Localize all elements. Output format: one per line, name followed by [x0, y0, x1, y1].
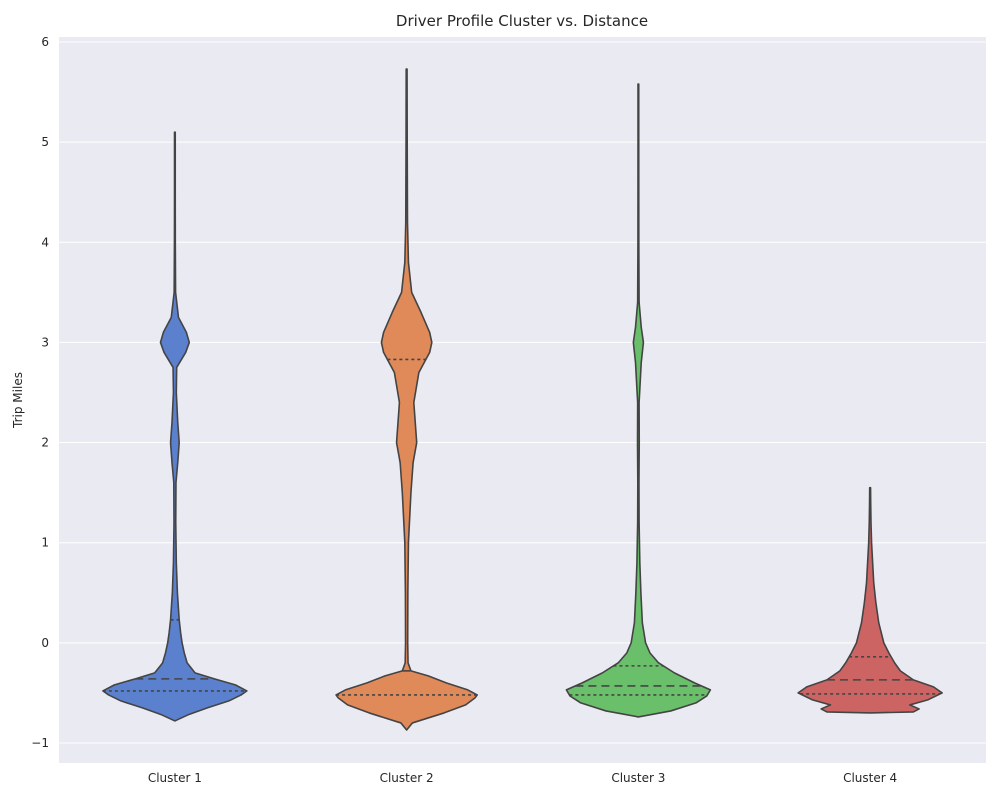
y-tick-label: 4: [41, 235, 49, 249]
x-tick-label: Cluster 2: [380, 771, 434, 785]
plot-background: [59, 37, 986, 763]
y-tick-label: 1: [41, 536, 49, 550]
y-tick-label: 2: [41, 436, 49, 450]
y-tick-label: −1: [31, 736, 49, 750]
x-tick-label: Cluster 4: [843, 771, 897, 785]
grid-lines: [59, 41, 986, 744]
violin-body: [797, 486, 943, 714]
violins: [102, 68, 943, 731]
x-tick-label: Cluster 3: [611, 771, 665, 785]
y-tick-label: 0: [41, 636, 49, 650]
y-tick-label: 5: [41, 135, 49, 149]
violin-body: [335, 68, 478, 731]
y-tick-labels: −1 0 1 2 3 4 5 6: [31, 35, 49, 750]
y-axis-label: Trip Miles: [11, 372, 25, 429]
chart-title: Driver Profile Cluster vs. Distance: [396, 12, 648, 30]
violin-body: [565, 83, 712, 718]
y-tick-label: 6: [41, 35, 49, 49]
x-tick-label: Cluster 1: [148, 771, 202, 785]
x-tick-labels: Cluster 1 Cluster 2 Cluster 3 Cluster 4: [148, 771, 897, 785]
violin-body: [102, 131, 248, 722]
y-tick-label: 3: [41, 335, 49, 349]
